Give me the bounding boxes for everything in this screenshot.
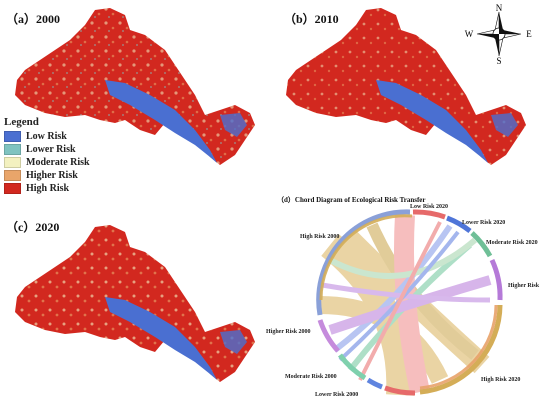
legend-label: Higher Risk bbox=[26, 170, 78, 181]
compass-e: E bbox=[526, 29, 532, 39]
chord-label-lower-2000: Lower Risk 2000 bbox=[315, 392, 358, 398]
panel-label-a: （a）2000 bbox=[6, 12, 61, 26]
panel-label-b: （b）2010 bbox=[284, 12, 339, 26]
panel-label-c: （c）2020 bbox=[6, 220, 60, 234]
legend-item-low-risk: Low Risk bbox=[4, 130, 124, 143]
compass-w: W bbox=[465, 29, 474, 39]
compass-n: N bbox=[496, 3, 503, 13]
legend-label: Low Risk bbox=[26, 131, 67, 142]
legend-label: Lower Risk bbox=[26, 144, 76, 155]
chord-label-moderate-2020: Moderate Risk 2020 bbox=[486, 240, 538, 246]
risk-map-2010 bbox=[286, 8, 526, 165]
risk-map-2020 bbox=[15, 225, 255, 382]
legend-swatch-lower-risk bbox=[4, 144, 21, 155]
chord-label-high-2020: High Risk 2020 bbox=[481, 377, 520, 383]
chord-label-high-2000: High Risk 2000 bbox=[300, 234, 339, 240]
chord-label-lower-2020: Lower Risk 2020 bbox=[462, 220, 505, 226]
legend-label: High Risk bbox=[26, 183, 70, 194]
legend: Legend Low Risk Lower Risk Moderate Risk… bbox=[4, 116, 124, 195]
legend-title: Legend bbox=[4, 116, 39, 128]
chord-label-low-2020: Low Risk 2020 bbox=[410, 204, 448, 210]
legend-item-high-risk: High Risk bbox=[4, 182, 124, 195]
legend-item-higher-risk: Higher Risk bbox=[4, 169, 124, 182]
north-arrow-compass: N S W E bbox=[465, 3, 533, 64]
chord-label-moderate-2000: Moderate Risk 2000 bbox=[285, 374, 337, 380]
legend-swatch-moderate-risk bbox=[4, 157, 21, 168]
chord-label-higher: Higher Risk bbox=[508, 283, 540, 289]
chord-diagram-title: （d）Chord Diagram of Ecological Risk Tran… bbox=[277, 196, 426, 204]
chord-diagram: Low Risk 2020 Lower Risk 2020 Moderate R… bbox=[266, 204, 540, 398]
legend-swatch-low-risk bbox=[4, 131, 21, 142]
legend-item-lower-risk: Lower Risk bbox=[4, 143, 124, 156]
compass-s: S bbox=[496, 56, 501, 64]
legend-item-moderate-risk: Moderate Risk bbox=[4, 156, 124, 169]
risk-map-2000 bbox=[15, 8, 255, 165]
chord-label-higher-2000: Higher Risk 2000 bbox=[266, 329, 311, 335]
legend-label: Moderate Risk bbox=[26, 157, 90, 168]
legend-swatch-higher-risk bbox=[4, 170, 21, 181]
legend-swatch-high-risk bbox=[4, 183, 21, 194]
